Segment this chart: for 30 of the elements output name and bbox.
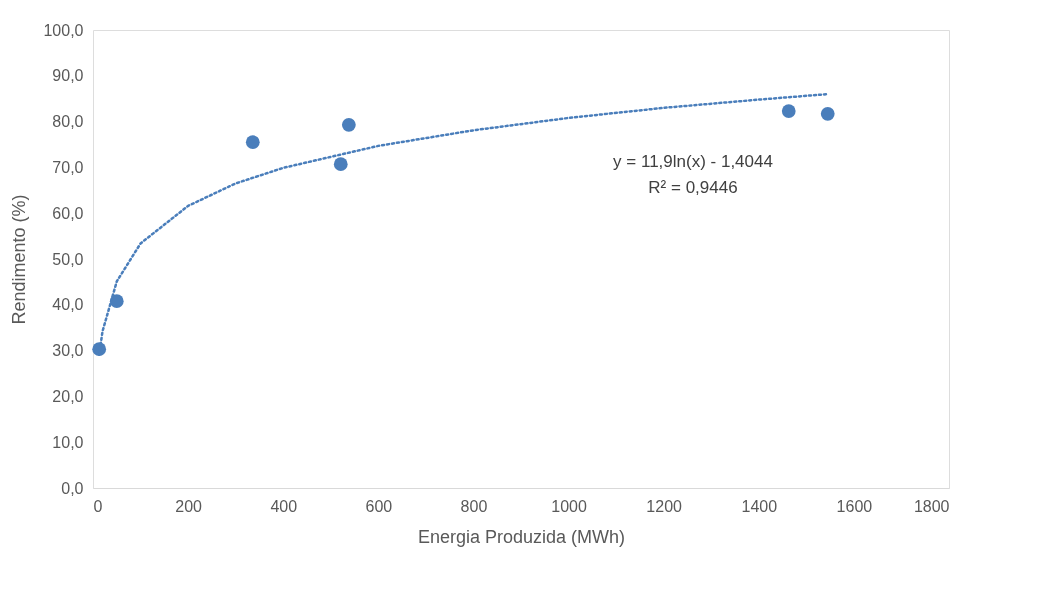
x-tick-label: 1400 [741,497,778,515]
y-tick-label: 20,0 [52,387,84,405]
point [781,104,796,118]
annotation: y = 11,9ln(x) - 1,4044 [613,152,773,171]
y-tick-label: 0,0 [61,479,84,497]
x-tick-label: 1000 [551,497,587,515]
y-tick-label: 60,0 [52,204,84,222]
annotation: R² = 0,9446 [648,178,738,197]
y-tick-label: 70,0 [52,158,84,176]
point [245,135,260,150]
point [820,106,835,121]
x-tick-label: 1800 [913,497,950,515]
y-tick-label: 40,0 [52,296,84,314]
x-tick-label: 400 [270,497,298,515]
x-tick-label: 600 [365,497,393,515]
x-tick-label: 200 [175,497,203,515]
x-tick-label: 0 [93,497,103,515]
x-tick-label: 1600 [836,497,873,515]
y-axis-title: Rendimento (%) [9,194,30,325]
x-tick-label: 1200 [646,497,683,515]
y-tick-label: 50,0 [52,250,84,268]
y-tick-label: 10,0 [52,433,84,451]
y-tick-label: 90,0 [52,67,84,85]
x-tick-label: 800 [460,497,488,515]
point [333,157,348,172]
x-axis-title: Energia Produzida (MWh) [417,526,626,547]
y-tick-label: 100,0 [43,21,84,39]
point [341,117,356,132]
y-tick-label: 30,0 [52,342,84,360]
y-tick-label: 80,0 [52,113,84,131]
